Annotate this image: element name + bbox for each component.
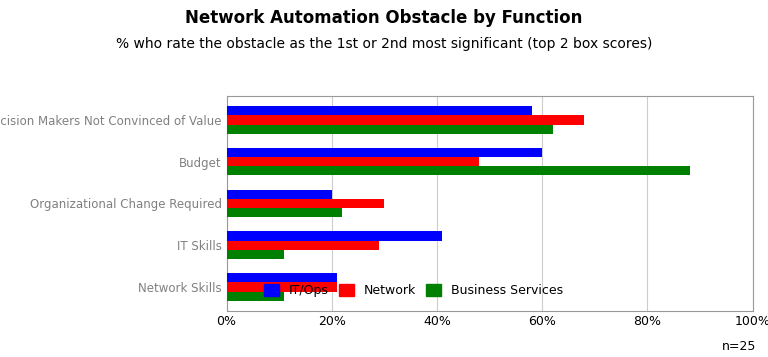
Text: % who rate the obstacle as the 1st or 2nd most significant (top 2 box scores): % who rate the obstacle as the 1st or 2n… [116,37,652,51]
Bar [227,231,442,241]
Bar [227,273,337,282]
Bar [227,199,384,208]
Bar [227,190,332,199]
Bar [227,166,690,176]
Text: n=25: n=25 [722,341,756,353]
Bar [227,157,479,166]
Bar [227,292,284,301]
Bar [227,115,584,125]
Bar [227,282,337,292]
Bar [227,250,284,259]
Bar [227,106,531,115]
Bar [227,125,553,134]
Bar [227,148,542,157]
Bar [227,208,343,217]
Text: Network Automation Obstacle by Function: Network Automation Obstacle by Function [185,9,583,27]
Legend: IT/Ops, Network, Business Services: IT/Ops, Network, Business Services [259,279,568,302]
Bar [227,241,379,250]
